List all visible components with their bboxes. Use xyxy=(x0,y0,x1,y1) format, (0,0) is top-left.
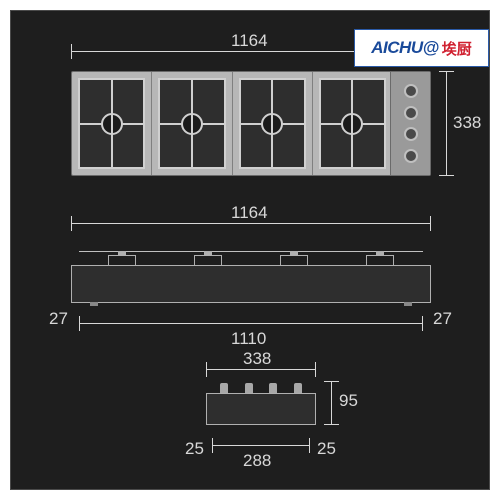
control-knob-2 xyxy=(404,106,418,120)
dim-front-right-overhang: 27 xyxy=(433,309,452,329)
dim-front-left-overhang: 27 xyxy=(49,309,68,329)
side-knob-profile xyxy=(220,383,228,393)
dim-front-overall-width: 1164 xyxy=(231,203,268,223)
control-knob-3 xyxy=(404,127,418,141)
control-knob-4 xyxy=(404,149,418,163)
side-surface xyxy=(212,381,310,393)
side-knob-profile xyxy=(269,383,277,393)
dim-side-height: 95 xyxy=(339,391,358,411)
brand-logo-badge: AICHU@ 埃厨 xyxy=(354,29,489,67)
technical-drawing-frame: AICHU@ 埃厨 1164 338 1164 xyxy=(10,10,490,490)
dim-line-front-cooktop xyxy=(79,323,423,324)
cooktop-side-view xyxy=(206,381,316,431)
front-body-panel xyxy=(71,265,431,303)
dim-line-side-height xyxy=(331,381,332,425)
front-foot-right xyxy=(404,302,412,306)
dim-side-cooktop-depth: 288 xyxy=(243,451,271,471)
dim-line-side-overall xyxy=(206,369,316,370)
dim-side-overall-depth: 338 xyxy=(243,349,271,369)
side-knob-profile xyxy=(294,383,302,393)
control-knob-1 xyxy=(404,84,418,98)
burner-1 xyxy=(72,72,152,175)
dim-top-width: 1164 xyxy=(231,31,268,51)
side-knob-profile xyxy=(245,383,253,393)
dim-top-depth: 338 xyxy=(453,113,481,133)
burner-3 xyxy=(233,72,313,175)
dim-side-front-overhang: 25 xyxy=(185,439,204,459)
front-burner-profile xyxy=(280,255,308,265)
front-burner-profile xyxy=(366,255,394,265)
dim-line-front-overall xyxy=(71,223,431,224)
dim-line-side-cooktop xyxy=(212,445,310,446)
front-burner-profile xyxy=(194,255,222,265)
burner-2 xyxy=(152,72,232,175)
brand-logo-text: AICHU@ xyxy=(371,38,438,58)
front-surface xyxy=(79,251,423,265)
side-body-panel xyxy=(206,393,316,425)
dim-side-rear-overhang: 25 xyxy=(317,439,336,459)
front-foot-left xyxy=(90,302,98,306)
brand-at: @ xyxy=(423,38,439,57)
cooktop-front-view xyxy=(71,251,431,303)
brand-name-cn: 埃厨 xyxy=(442,38,472,59)
front-burner-profile xyxy=(108,255,136,265)
cooktop-top-view xyxy=(71,71,431,176)
brand-name: AICHU xyxy=(371,38,422,57)
burner-zone xyxy=(72,72,392,175)
knob-panel xyxy=(390,72,430,175)
dim-front-cooktop-width: 1110 xyxy=(231,329,266,349)
dim-line-top-depth xyxy=(446,71,447,176)
burner-4 xyxy=(313,72,392,175)
